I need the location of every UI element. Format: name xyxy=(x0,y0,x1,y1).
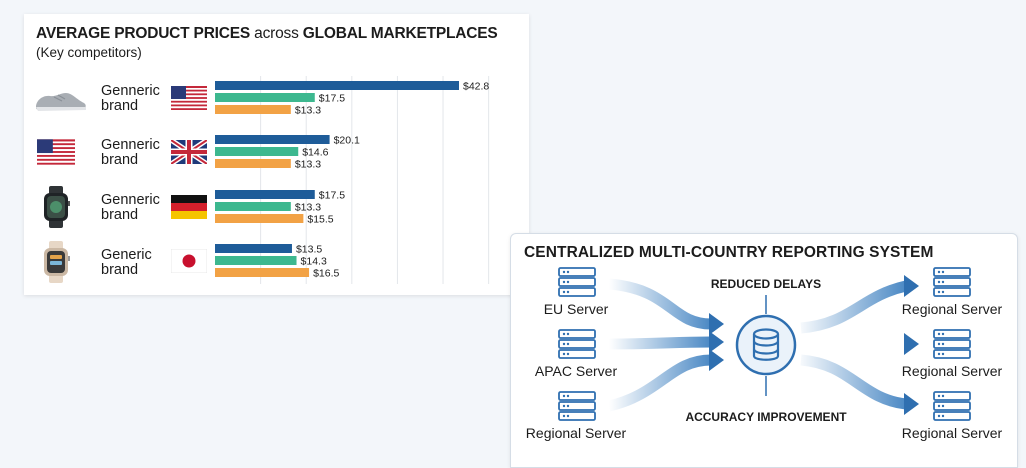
flow-in-2 xyxy=(608,336,712,350)
target-server-label-1: Regional Server xyxy=(901,301,1003,317)
bar-row4-series1 xyxy=(215,244,292,253)
germany-flag-icon xyxy=(171,195,207,219)
bar-value-label: $14.6 xyxy=(302,147,328,159)
row-label-1: Genneric brand xyxy=(101,83,160,114)
bar-value-label: $14.3 xyxy=(301,256,327,268)
sneaker-icon xyxy=(36,93,86,111)
uk-flag-icon xyxy=(171,140,207,164)
smartwatch-white-icon xyxy=(44,241,70,283)
bar-row4-series2 xyxy=(215,256,297,265)
flow-in-3 xyxy=(607,354,712,412)
row-label-3: Genneric brand xyxy=(101,192,160,223)
database-icon xyxy=(735,314,797,376)
arrow-head-icon xyxy=(709,349,724,371)
bar-value-label: $13.3 xyxy=(295,159,321,171)
chart-title: AVERAGE PRODUCT PRICES across GLOBAL MAR… xyxy=(36,25,498,42)
regional-server-icon xyxy=(558,391,596,421)
target-server-icon-1 xyxy=(933,267,971,297)
bar-row4-series3 xyxy=(215,268,310,277)
eu-server-icon xyxy=(558,267,596,297)
bar-row1-series1 xyxy=(215,81,459,90)
target-server-icon-2 xyxy=(933,329,971,359)
bar-row2-series2 xyxy=(215,147,299,156)
bar-value-label: $20.1 xyxy=(334,135,360,147)
usa-flag-icon xyxy=(171,86,207,110)
price-chart-panel: AVERAGE PRODUCT PRICES across GLOBAL MAR… xyxy=(24,14,529,295)
bar-row3-series2 xyxy=(215,202,291,211)
bar-value-label: $42.8 xyxy=(463,81,489,93)
bar-value-label: $17.5 xyxy=(319,190,345,202)
source-server-label-2: APAC Server xyxy=(534,363,618,379)
reporting-system-panel: CENTRALIZED MULTI-COUNTRY REPORTING SYST… xyxy=(510,233,1018,468)
smartwatch-icon xyxy=(44,186,70,228)
target-server-label-3: Regional Server xyxy=(901,425,1003,441)
source-server-label-1: EU Server xyxy=(543,301,609,317)
apac-server-icon xyxy=(558,329,596,359)
bar-row3-series1 xyxy=(215,190,315,199)
japan-flag-icon xyxy=(171,249,207,273)
bar-value-label: $13.3 xyxy=(295,202,321,214)
flow-in-1 xyxy=(608,278,712,330)
system-title: CENTRALIZED MULTI-COUNTRY REPORTING SYST… xyxy=(524,244,934,261)
bar-value-label: $13.3 xyxy=(295,105,321,117)
target-server-label-2: Regional Server xyxy=(901,363,1003,379)
arrow-head-icon xyxy=(904,333,919,355)
accuracy-improvement-label: ACCURACY IMPROVEMENT xyxy=(685,410,847,424)
flow-arrows xyxy=(607,275,919,415)
source-server-label-3: Regional Server xyxy=(525,425,627,441)
arrow-head-icon xyxy=(709,331,724,353)
bar-row2-series1 xyxy=(215,135,330,144)
arrow-head-icon xyxy=(904,393,919,415)
usa-flag-icon xyxy=(37,139,75,165)
reduced-delays-label: REDUCED DELAYS xyxy=(710,277,822,291)
arrow-head-icon xyxy=(709,313,724,335)
bars-plot: $42.8$17.5$13.3$20.1$14.6$13.3$17.5$13.3… xyxy=(215,76,489,284)
row-label-4: Generic brand xyxy=(101,247,152,278)
bar-row1-series3 xyxy=(215,105,291,114)
arrow-head-icon xyxy=(904,275,919,297)
bar-value-label: $16.5 xyxy=(313,268,339,280)
bar-row2-series3 xyxy=(215,159,291,168)
target-server-icon-3 xyxy=(933,391,971,421)
row-label-2: Genneric brand xyxy=(101,137,160,168)
bar-row1-series2 xyxy=(215,93,315,102)
flow-out-1 xyxy=(800,280,908,334)
bar-value-label: $13.5 xyxy=(296,244,322,256)
bar-value-label: $17.5 xyxy=(319,93,345,105)
chart-subtitle: (Key competitors) xyxy=(36,45,142,60)
flow-out-3 xyxy=(800,354,907,410)
bar-value-label: $15.5 xyxy=(307,214,333,226)
bar-row3-series3 xyxy=(215,214,304,223)
